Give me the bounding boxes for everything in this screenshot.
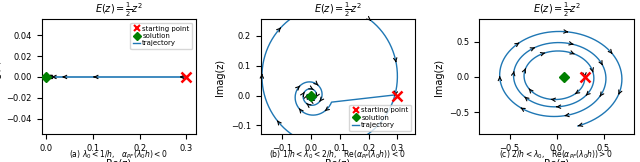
Legend: starting point, solution, trajectory: starting point, solution, trajectory xyxy=(131,23,192,49)
Text: (a) $\lambda_0 < 1/h$,   $\alpha_{PF}(\lambda_0 h) < 0$: (a) $\lambda_0 < 1/h$, $\alpha_{PF}(\lam… xyxy=(69,149,168,161)
Y-axis label: Imag(z): Imag(z) xyxy=(434,58,444,96)
Y-axis label: Imag(z): Imag(z) xyxy=(215,58,225,96)
Y-axis label: Imag(z): Imag(z) xyxy=(0,58,1,96)
X-axis label: Re(z): Re(z) xyxy=(106,159,131,162)
Title: $E(z)=\frac{1}{2}z^2$: $E(z)=\frac{1}{2}z^2$ xyxy=(532,1,580,19)
Legend: starting point, solution, trajectory: starting point, solution, trajectory xyxy=(349,105,412,131)
X-axis label: Re(z): Re(z) xyxy=(544,159,569,162)
X-axis label: Re(z): Re(z) xyxy=(325,159,350,162)
Text: (b) $1/h < \lambda_0 < 2/h$,   $\mathrm{Re}(\alpha_{PF}(\lambda_0 h)) < 0$: (b) $1/h < \lambda_0 < 2/h$, $\mathrm{Re… xyxy=(269,149,406,161)
Text: (c) $2/h < \lambda_0$,   $\mathrm{Re}(\alpha_{PF}(\lambda_0 h)) > 0$: (c) $2/h < \lambda_0$, $\mathrm{Re}(\alp… xyxy=(499,149,614,161)
Title: $E(z)=\frac{1}{2}z^2$: $E(z)=\frac{1}{2}z^2$ xyxy=(95,1,143,19)
Title: $E(z)=\frac{1}{2}z^2$: $E(z)=\frac{1}{2}z^2$ xyxy=(314,1,362,19)
